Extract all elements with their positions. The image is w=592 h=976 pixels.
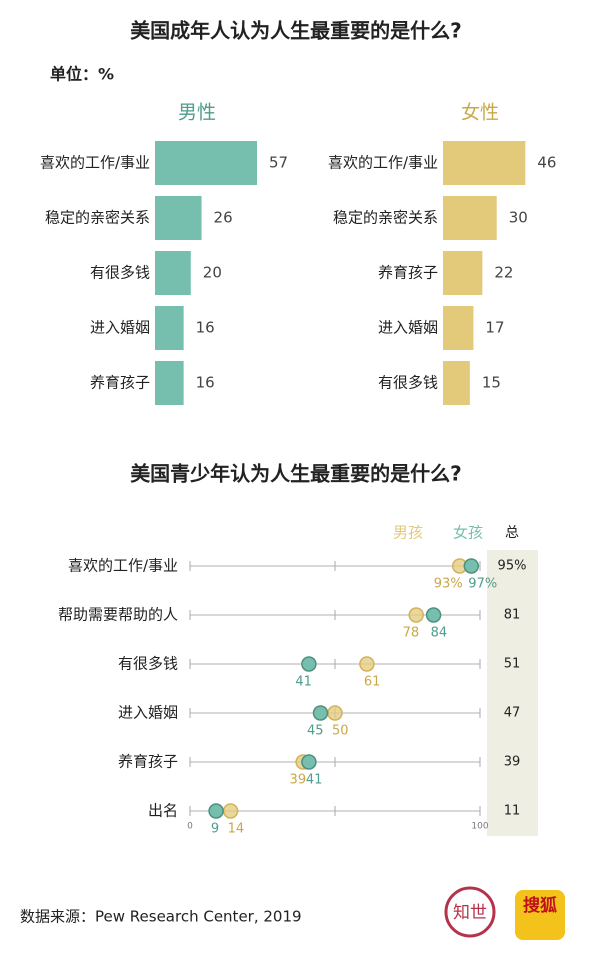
logo-text: 知世: [453, 903, 487, 923]
category-label: 喜欢的工作/事业: [328, 154, 438, 172]
bar: [443, 251, 483, 295]
total-label: 95%: [498, 559, 527, 574]
value-label: 46: [537, 154, 556, 172]
value-label: 22: [494, 264, 513, 282]
value-label: 9: [211, 822, 219, 837]
logo-circle: [444, 886, 496, 938]
bar: [443, 361, 470, 405]
category-label: 有很多钱: [118, 655, 178, 673]
category-label: 喜欢的工作/事业: [68, 557, 178, 575]
x-tick-label: 0: [187, 822, 193, 832]
value-label: 30: [509, 209, 528, 227]
bar: [155, 361, 184, 405]
chart-title: 美国青少年认为人生最重要的是什么?: [130, 462, 462, 486]
category-label: 有很多钱: [378, 374, 438, 392]
logo-box: [515, 890, 565, 940]
panel-title: 女性: [461, 102, 499, 124]
legend-label: 男孩: [393, 524, 423, 542]
category-label: 进入婚姻: [118, 704, 178, 722]
value-label: 61: [364, 675, 381, 690]
unit: 单位：%: [50, 65, 114, 84]
value-label: 84: [431, 626, 448, 641]
value-label: 15: [482, 374, 501, 392]
bar: [155, 251, 191, 295]
value-label: 16: [196, 374, 215, 392]
category-label: 稳定的亲密关系: [333, 209, 438, 227]
dot: [425, 607, 442, 623]
value-label: 39: [290, 773, 307, 788]
bar: [443, 141, 526, 185]
dot: [301, 754, 317, 770]
dot: [408, 607, 424, 623]
value-label: 16: [196, 319, 215, 337]
dot: [359, 656, 375, 672]
source: 数据来源：Pew Research Center, 2019: [20, 908, 302, 926]
total-label: 47: [504, 706, 521, 721]
value-label: 45: [307, 724, 324, 739]
value-label: 57: [269, 154, 288, 172]
category-label: 喜欢的工作/事业: [40, 154, 150, 172]
total-column-bg: [487, 550, 538, 836]
value-label: 14: [228, 822, 245, 837]
dot: [312, 705, 329, 721]
category-label: 稳定的亲密关系: [45, 209, 150, 227]
bar: [155, 306, 184, 350]
dot: [463, 558, 480, 574]
value-label: 41: [306, 773, 323, 788]
panel-title: 男性: [178, 102, 216, 124]
dot: [208, 803, 224, 819]
category-label: 出名: [148, 802, 178, 820]
category-label: 进入婚姻: [378, 319, 438, 337]
dot: [222, 803, 239, 819]
value-label: 20: [203, 264, 222, 282]
value-label: 50: [332, 724, 349, 739]
value-label: 26: [214, 209, 233, 227]
bar: [155, 141, 258, 185]
category-label: 进入婚姻: [90, 319, 150, 337]
heading: 美国成年人认为人生最重要的是什么?: [130, 19, 462, 43]
total-label: 81: [504, 608, 521, 623]
x-tick-label: 100: [471, 822, 488, 832]
bar: [155, 196, 202, 240]
value-label: 93%: [434, 577, 463, 592]
category-label: 养育孩子: [378, 264, 438, 282]
value-label: 97%: [468, 577, 497, 592]
value-label: 17: [485, 319, 504, 337]
value-label: 78: [403, 626, 420, 641]
logo-text: 搜狐: [523, 895, 557, 916]
legend-label: 女孩: [453, 524, 483, 542]
bar: [443, 306, 474, 350]
total-label: 11: [504, 804, 521, 819]
dot: [301, 656, 317, 672]
category-label: 有很多钱: [90, 264, 150, 282]
category-label: 帮助需要帮助的人: [58, 606, 178, 624]
total-label: 51: [504, 657, 521, 672]
bar: [443, 196, 497, 240]
total-label: 39: [504, 755, 521, 770]
category-label: 养育孩子: [118, 753, 178, 771]
dot: [327, 705, 343, 721]
category-label: 养育孩子: [90, 374, 150, 392]
value-label: 41: [295, 675, 312, 690]
legend-label: 总: [505, 525, 519, 541]
